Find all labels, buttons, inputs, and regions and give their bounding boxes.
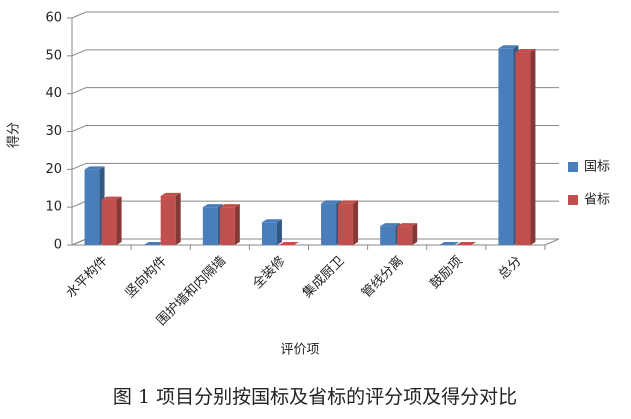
- y-tick-label: 30: [45, 124, 62, 139]
- bar: [160, 195, 176, 245]
- x-tick-label: 竖向构件: [122, 253, 170, 301]
- bar-side: [234, 204, 240, 245]
- bar-top: [380, 223, 401, 227]
- bar-top: [456, 242, 477, 245]
- grid-line: [71, 49, 559, 57]
- bar-top: [397, 223, 418, 227]
- grid-line: [71, 200, 559, 208]
- bar-top: [439, 242, 460, 245]
- bar-top: [278, 242, 299, 245]
- y-axis-label: 得分: [6, 122, 22, 148]
- bar-side: [276, 219, 282, 245]
- legend-label: 省标: [584, 193, 610, 208]
- bar: [202, 207, 218, 245]
- bar-top: [101, 196, 122, 200]
- bar-side: [116, 196, 122, 245]
- y-tick-label: 60: [45, 11, 62, 26]
- y-tick-label: 40: [45, 86, 62, 101]
- bar-top: [338, 200, 359, 204]
- bar-top: [160, 192, 181, 196]
- bar: [515, 52, 531, 245]
- bar-top: [261, 219, 282, 223]
- x-tick-label: 总分: [496, 254, 525, 283]
- bar-side: [353, 200, 359, 245]
- x-axis: [72, 238, 560, 246]
- grid-line: [71, 87, 559, 95]
- bar-top: [321, 200, 342, 204]
- x-axis-label: 评价项: [280, 343, 319, 358]
- x-tick-label: 全装修: [249, 253, 288, 292]
- bar: [380, 226, 396, 245]
- legend-swatch: [568, 162, 578, 172]
- x-tick-label: 水平构件: [63, 254, 110, 301]
- grid-line: [71, 162, 559, 170]
- bar: [84, 169, 100, 245]
- y-tick-label: 20: [45, 162, 62, 177]
- bar-side: [175, 192, 181, 245]
- bar-top: [498, 45, 519, 49]
- bar: [498, 48, 514, 246]
- grid-line: [71, 238, 559, 246]
- x-tick-label: 管线分离: [358, 253, 406, 301]
- x-tick-label: 集成厨卫: [299, 253, 347, 301]
- y-tick-label: 0: [54, 238, 62, 253]
- bar-top: [515, 49, 536, 53]
- bar: [101, 199, 117, 245]
- grid-line: [71, 11, 559, 19]
- bar: [219, 207, 235, 245]
- grid-line: [71, 125, 559, 132]
- bar-side: [412, 223, 418, 245]
- bar-top: [84, 166, 105, 170]
- bar-top: [202, 204, 223, 208]
- bar: [321, 203, 337, 245]
- y-tick-label: 50: [45, 48, 62, 63]
- bar: [397, 226, 413, 245]
- bar: [338, 203, 354, 245]
- caption: 图 1 项目分别按国标及省标的评分项及得分对比: [113, 386, 517, 408]
- bar: [261, 222, 277, 245]
- bar-top: [219, 204, 240, 208]
- legend-label: 国标: [584, 160, 610, 175]
- y-tick-label: 10: [45, 200, 62, 215]
- bar-side: [530, 49, 536, 245]
- x-tick-label: 鼓励项: [427, 254, 465, 292]
- legend-swatch: [568, 195, 578, 205]
- bar-top: [143, 242, 164, 245]
